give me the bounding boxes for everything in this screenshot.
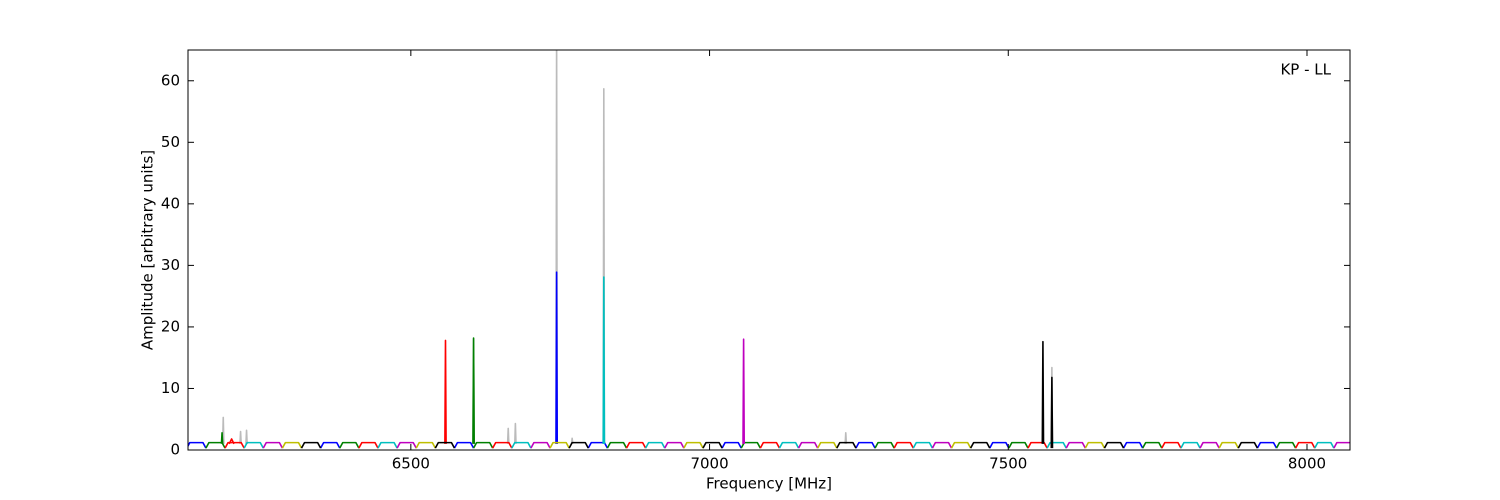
spectrum-trace	[243, 276, 1335, 449]
spectrum-trace	[188, 271, 1278, 449]
x-tick-label: 6500	[392, 455, 430, 473]
traces	[188, 50, 1350, 449]
y-tick-label: 0	[170, 441, 180, 459]
x-tick-label: 7000	[690, 455, 728, 473]
y-tick-label: 20	[161, 317, 180, 335]
y-axis-label: Amplitude [arbitrary units]	[139, 150, 157, 350]
y-tick-label: 30	[161, 256, 180, 274]
spectrum-trace	[224, 339, 1316, 449]
plot-frame	[187, 49, 1351, 451]
spectrum-trace	[281, 441, 1239, 449]
y-tick-label: 60	[161, 71, 180, 89]
x-tick-label: 7500	[989, 455, 1027, 473]
plot-area	[188, 50, 1350, 450]
x-axis-label: Frequency [MHz]	[706, 475, 832, 493]
x-tick-label: 8000	[1288, 455, 1326, 473]
y-tick-label: 50	[161, 133, 180, 151]
y-tick-label: 40	[161, 194, 180, 212]
chart-title: KP - LL	[1280, 61, 1331, 79]
spectrum-trace	[262, 338, 1350, 449]
spectrum-trace	[300, 340, 1259, 449]
y-tick-label: 10	[161, 379, 180, 397]
spectrum-trace	[205, 337, 1297, 449]
